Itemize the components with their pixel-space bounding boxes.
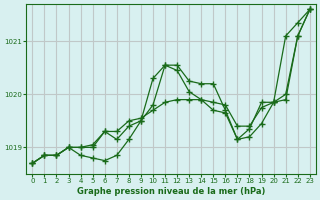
X-axis label: Graphe pression niveau de la mer (hPa): Graphe pression niveau de la mer (hPa) [77, 187, 265, 196]
